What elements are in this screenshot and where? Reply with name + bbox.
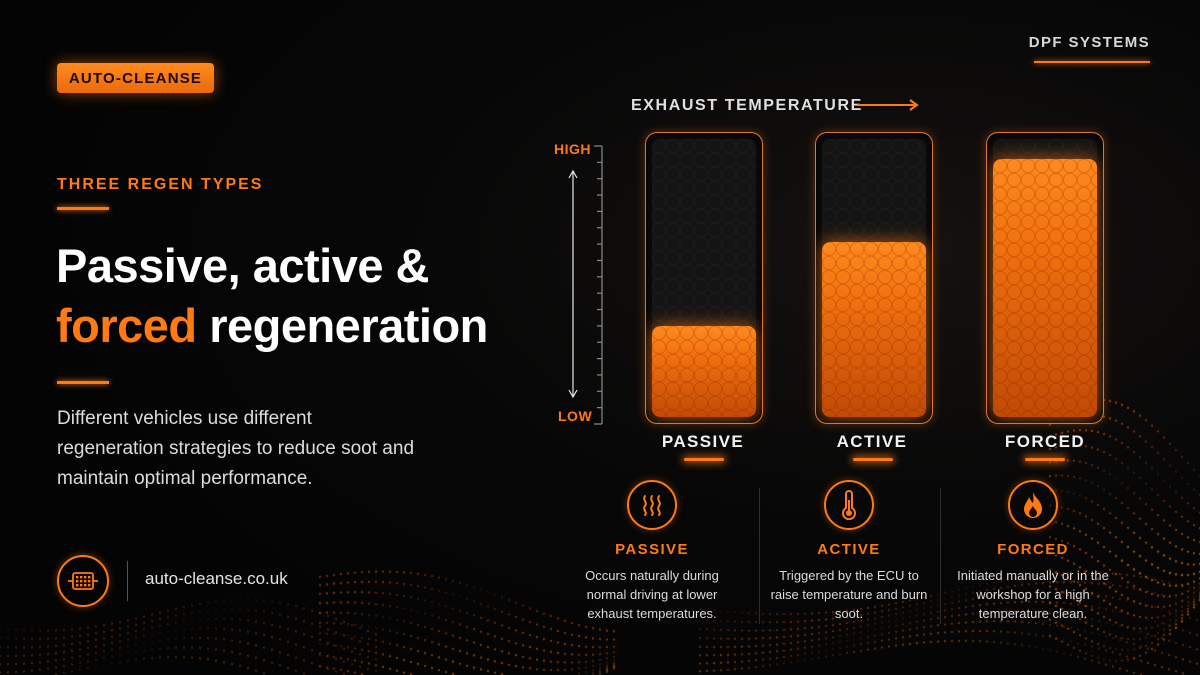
card-divider [940,488,941,624]
bar-label-glow [853,458,893,461]
card-divider [759,488,760,624]
bar-label-forced: FORCED [1004,432,1086,451]
brand-badge: AUTO-CLEANSE [57,63,214,93]
bar-passive [645,132,763,424]
website-link[interactable]: auto-cleanse.co.uk [145,569,288,588]
bar-passive-fill [652,326,756,417]
axis-low-label: LOW [558,408,593,424]
card-text: Occurs naturally during normal driving a… [585,568,719,621]
card-text: Initiated manually or in the workshop fo… [957,568,1109,621]
arrow-right-icon [857,99,919,111]
flame-icon [1008,480,1058,530]
card-active: ACTIVE Triggered by the ECU to raise tem… [764,480,934,623]
card-title: ACTIVE [817,541,881,558]
thermometer-icon [824,480,874,530]
bar-active-fill [822,242,926,417]
card-forced: FORCED Initiated manually or in the work… [948,480,1118,623]
card-title: PASSIVE [615,541,689,558]
card-passive: PASSIVE Occurs naturally during normal d… [567,480,737,623]
bar-label-glow [684,458,724,461]
bar-label-passive: PASSIVE [661,432,745,451]
title-underline [57,381,109,384]
bar-label-active: ACTIVE [836,432,908,451]
title-line-1: Passive, active & [56,239,429,292]
title-line-2-rest: regeneration [196,299,488,352]
bar-forced [986,132,1104,424]
card-title: FORCED [997,541,1069,558]
title-line-2: forced regeneration [56,296,488,356]
bar-label-glow [1025,458,1065,461]
kicker-underline [57,207,109,210]
dpf-filter-icon [57,555,109,607]
section-kicker: THREE REGEN TYPES [57,176,264,193]
footer-divider [127,561,128,601]
title-highlight: forced [56,299,197,352]
temperature-scale [568,145,603,425]
category-label: DPF SYSTEMS [1028,34,1150,51]
card-text: Triggered by the ECU to raise temperatur… [770,568,928,621]
bar-forced-fill [993,159,1097,417]
heat-waves-icon [627,480,677,530]
description: Different vehicles use different regener… [57,408,415,489]
category-underline [1034,61,1150,63]
bar-active [815,132,933,424]
axis-high-label: HIGH [554,141,591,157]
page-title: Passive, active & forced regeneration [56,236,488,356]
axis-title: EXHAUST TEMPERATURE [631,97,863,114]
